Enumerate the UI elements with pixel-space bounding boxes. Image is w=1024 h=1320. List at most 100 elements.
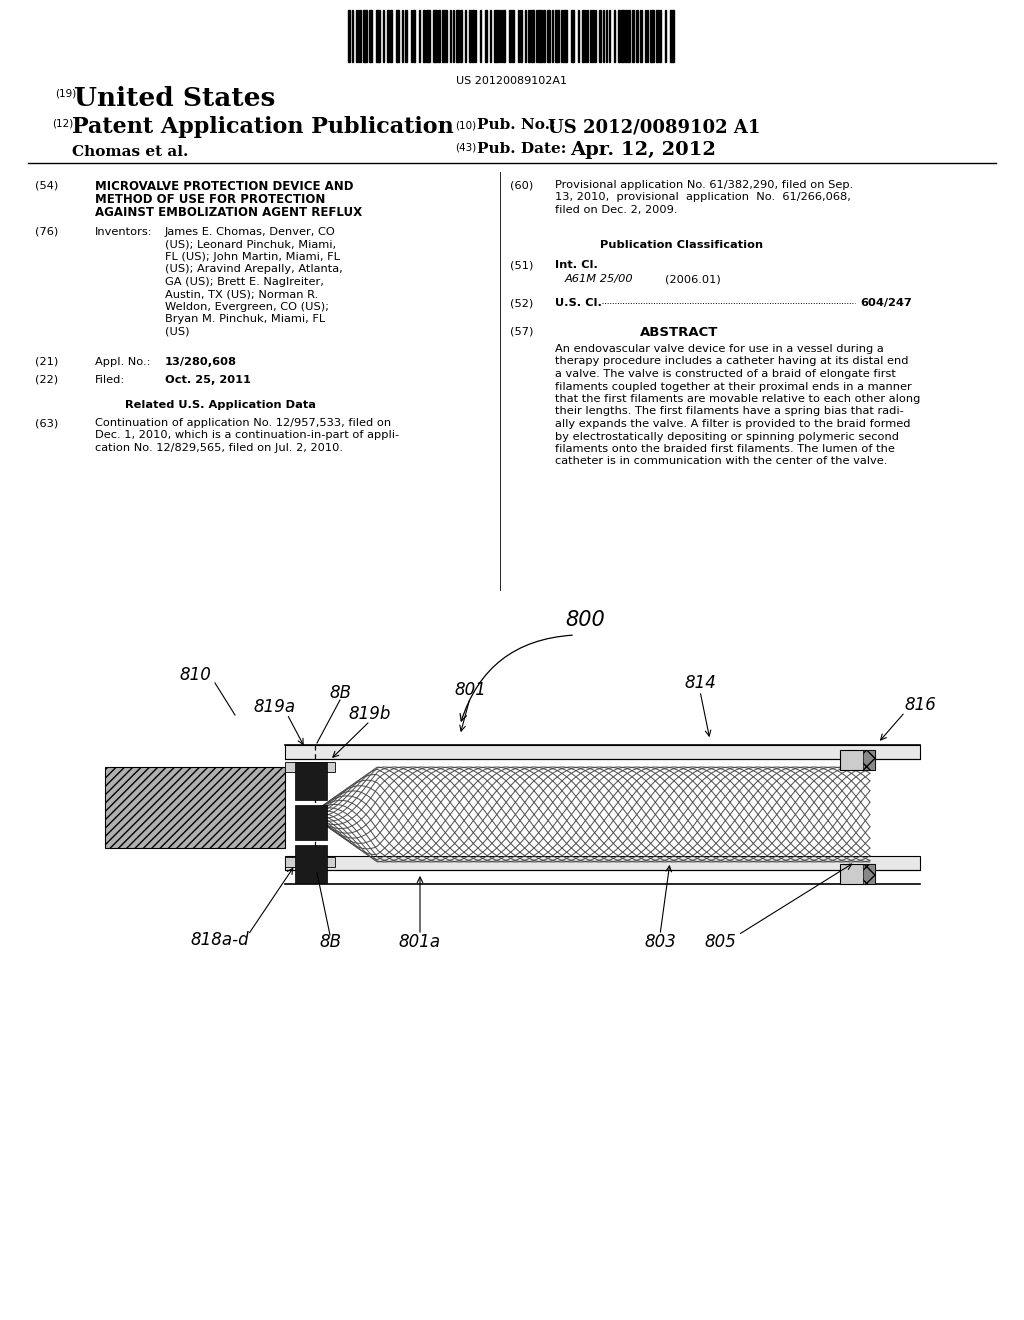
Text: (2006.01): (2006.01) [665, 275, 721, 284]
Bar [426, 11, 430, 62]
Text: Inventors:: Inventors: [95, 227, 153, 238]
Text: 805: 805 [705, 933, 736, 950]
Bar [423, 11, 425, 62]
Text: US 2012/0089102 A1: US 2012/0089102 A1 [548, 117, 761, 136]
Text: (60): (60) [510, 180, 534, 190]
Bar [555, 11, 559, 62]
Text: filaments coupled together at their proximal ends in a manner: filaments coupled together at their prox… [555, 381, 911, 392]
Bar [362, 11, 367, 62]
Text: (52): (52) [510, 298, 534, 308]
Text: U.S. Cl.: U.S. Cl. [555, 298, 602, 308]
Bar [369, 11, 372, 62]
Bar [509, 11, 511, 62]
Bar [650, 11, 654, 62]
Bar [494, 11, 498, 62]
Text: therapy procedure includes a catheter having at its distal end: therapy procedure includes a catheter ha… [555, 356, 908, 367]
Bar [438, 11, 440, 62]
Text: ABSTRACT: ABSTRACT [640, 326, 719, 339]
Text: 8B: 8B [319, 933, 341, 950]
Bar [547, 11, 550, 62]
Bar [469, 11, 471, 62]
Text: (43): (43) [455, 143, 476, 153]
Bar [863, 750, 874, 770]
Bar [348, 11, 350, 62]
Bar [285, 855, 920, 870]
Text: Continuation of application No. 12/957,533, filed on: Continuation of application No. 12/957,5… [95, 418, 391, 428]
Bar [406, 11, 407, 62]
Text: METHOD OF USE FOR PROTECTION: METHOD OF USE FOR PROTECTION [95, 193, 326, 206]
Bar [656, 11, 658, 62]
Bar [285, 762, 335, 772]
Bar [543, 11, 545, 62]
Text: US 20120089102A1: US 20120089102A1 [457, 77, 567, 86]
Text: Appl. No.:: Appl. No.: [95, 356, 151, 367]
Bar [840, 865, 874, 884]
Text: (63): (63) [35, 418, 58, 428]
Bar [625, 11, 627, 62]
Text: (10): (10) [455, 120, 476, 129]
Text: (57): (57) [510, 326, 534, 337]
Bar [485, 11, 487, 62]
Text: (19): (19) [55, 88, 76, 98]
Bar [295, 845, 327, 883]
Bar [599, 11, 601, 62]
Text: (76): (76) [35, 227, 58, 238]
Text: (54): (54) [35, 180, 58, 190]
Text: Pub. No.:: Pub. No.: [477, 117, 556, 132]
Text: Provisional application No. 61/382,290, filed on Sep.: Provisional application No. 61/382,290, … [555, 180, 853, 190]
Text: 814: 814 [684, 675, 716, 692]
Text: Pub. Date:: Pub. Date: [477, 143, 566, 156]
Bar [563, 11, 567, 62]
Text: Dec. 1, 2010, which is a continuation-in-part of appli-: Dec. 1, 2010, which is a continuation-in… [95, 430, 399, 441]
Text: An endovascular valve device for use in a vessel during a: An endovascular valve device for use in … [555, 345, 884, 354]
Bar [628, 11, 630, 62]
Bar [863, 865, 874, 884]
Bar [571, 11, 574, 62]
Text: MICROVALVE PROTECTION DEVICE AND: MICROVALVE PROTECTION DEVICE AND [95, 180, 353, 193]
Bar [285, 857, 335, 867]
Bar [396, 11, 399, 62]
Text: that the first filaments are movable relative to each other along: that the first filaments are movable rel… [555, 393, 921, 404]
Bar [472, 11, 474, 62]
Text: 818a-d: 818a-d [190, 931, 249, 949]
Text: 8B: 8B [329, 684, 351, 702]
Text: (12): (12) [52, 117, 74, 128]
Text: 819b: 819b [349, 705, 391, 723]
Text: Related U.S. Application Data: Related U.S. Application Data [125, 400, 316, 411]
Text: 801a: 801a [399, 933, 441, 950]
Text: their lengths. The first filaments have a spring bias that radi-: their lengths. The first filaments have … [555, 407, 904, 417]
Text: FL (US); John Martin, Miami, FL: FL (US); John Martin, Miami, FL [165, 252, 340, 261]
Text: United States: United States [74, 86, 275, 111]
Text: a valve. The valve is constructed of a braid of elongate first: a valve. The valve is constructed of a b… [555, 370, 896, 379]
Text: Bryan M. Pinchuk, Miami, FL: Bryan M. Pinchuk, Miami, FL [165, 314, 326, 325]
Bar [503, 11, 505, 62]
Bar [387, 11, 389, 62]
Text: 816: 816 [904, 696, 936, 714]
Text: (51): (51) [510, 260, 534, 271]
Text: 819a: 819a [254, 698, 296, 715]
Text: Austin, TX (US); Norman R.: Austin, TX (US); Norman R. [165, 289, 318, 300]
Bar [531, 11, 534, 62]
Text: Patent Application Publication: Patent Application Publication [72, 116, 454, 139]
Bar [376, 11, 380, 62]
Bar [636, 11, 638, 62]
Bar [456, 11, 459, 62]
Bar [445, 11, 447, 62]
Bar [512, 11, 514, 62]
Text: Apr. 12, 2012: Apr. 12, 2012 [570, 141, 716, 158]
Text: Filed:: Filed: [95, 375, 125, 385]
Text: 13, 2010,  provisional  application  No.  61/266,068,: 13, 2010, provisional application No. 61… [555, 193, 851, 202]
Text: ally expands the valve. A filter is provided to the braid formed: ally expands the valve. A filter is prov… [555, 418, 910, 429]
Bar [285, 744, 920, 759]
Text: James E. Chomas, Denver, CO: James E. Chomas, Denver, CO [165, 227, 336, 238]
Text: cation No. 12/829,565, filed on Jul. 2, 2010.: cation No. 12/829,565, filed on Jul. 2, … [95, 444, 343, 453]
Text: (21): (21) [35, 356, 58, 367]
Text: (US); Leonard Pinchuk, Miami,: (US); Leonard Pinchuk, Miami, [165, 239, 336, 249]
Bar [390, 11, 392, 62]
Text: 800: 800 [565, 610, 605, 630]
Text: AGAINST EMBOLIZATION AGENT REFLUX: AGAINST EMBOLIZATION AGENT REFLUX [95, 206, 362, 219]
Bar [582, 11, 584, 62]
Bar [442, 11, 444, 62]
Bar [592, 11, 594, 62]
Bar [528, 11, 530, 62]
